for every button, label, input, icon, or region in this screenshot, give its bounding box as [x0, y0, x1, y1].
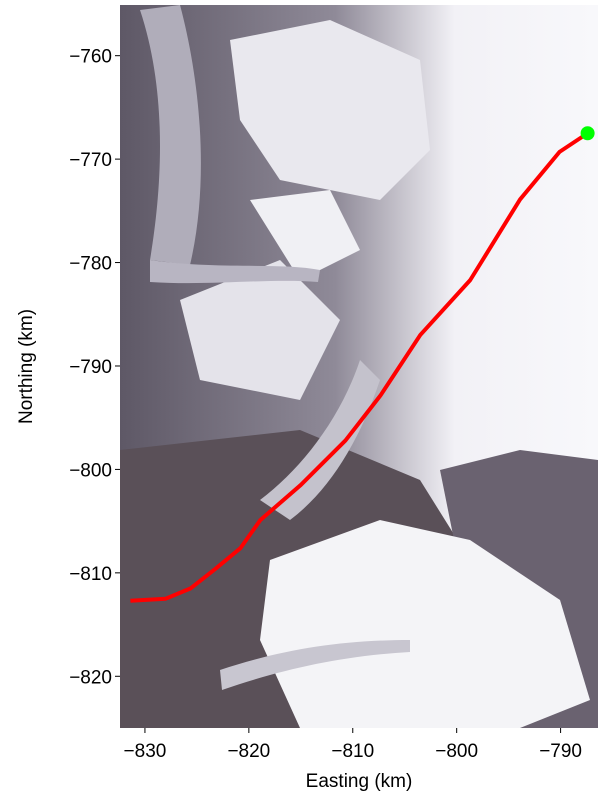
x-tick-label: −800: [435, 741, 478, 762]
satellite-image: [120, 5, 598, 728]
x-tick-label: −830: [124, 741, 167, 762]
y-tick-label: −820: [69, 667, 112, 688]
x-tick-label: −820: [227, 741, 270, 762]
x-tick-label: −790: [539, 741, 582, 762]
y-tick-label: −790: [69, 357, 112, 378]
y-tick-label: −760: [69, 47, 112, 68]
route-line: [130, 131, 589, 603]
y-axis-label: Northing (km): [16, 309, 37, 424]
x-tick-label: −810: [331, 741, 374, 762]
y-tick-label: −780: [69, 254, 112, 275]
y-tick-label: −770: [69, 150, 112, 171]
x-axis-label: Easting (km): [306, 771, 413, 792]
y-tick-label: −800: [69, 460, 112, 481]
end-marker: [580, 126, 595, 141]
y-tick-label: −810: [69, 564, 112, 585]
